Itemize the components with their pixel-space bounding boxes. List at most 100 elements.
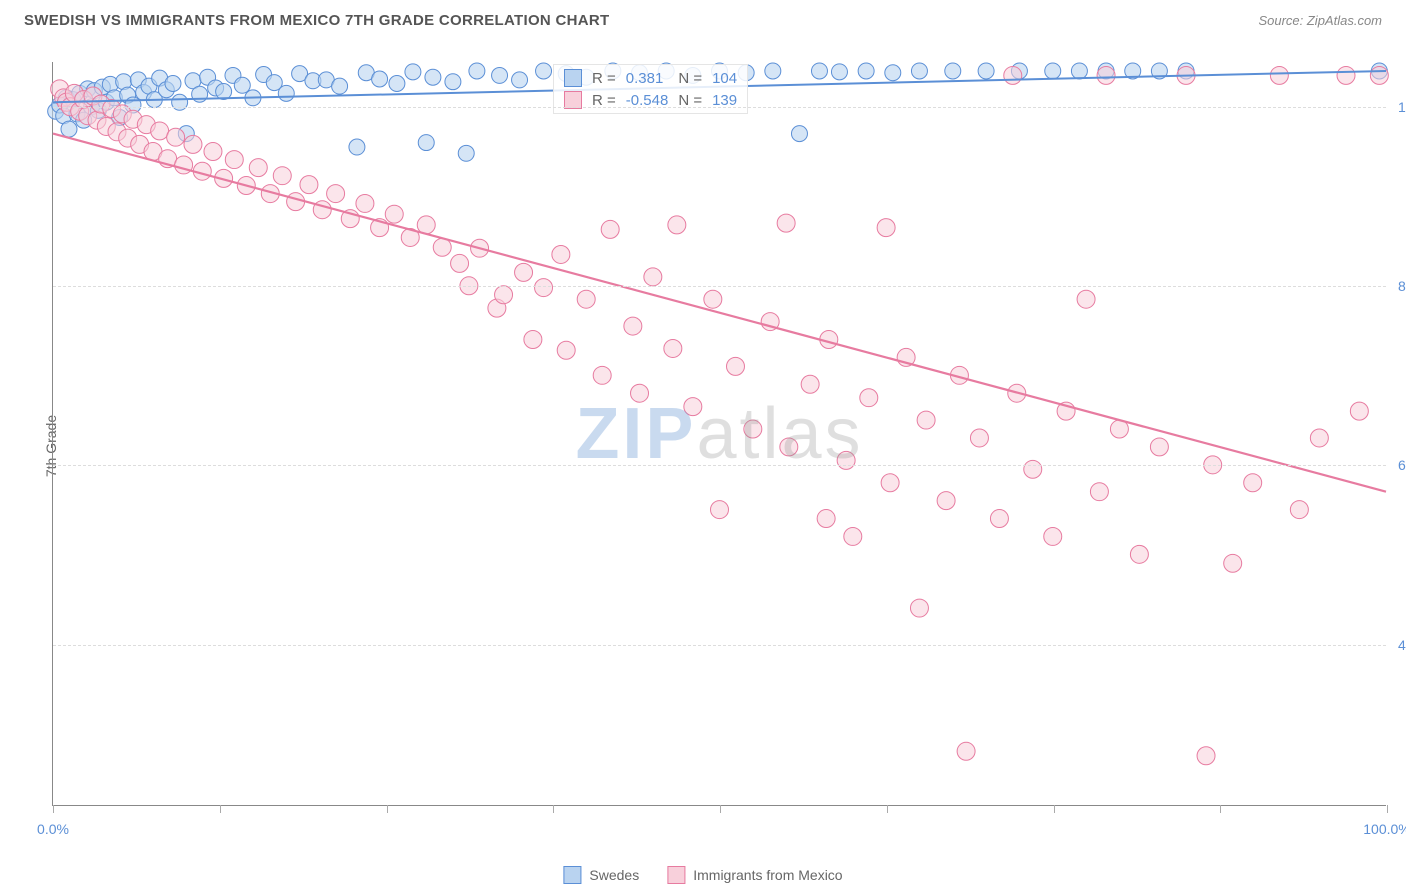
data-point-mexico [433, 238, 451, 256]
data-point-swedes [418, 135, 434, 151]
data-point-mexico [249, 159, 267, 177]
data-point-mexico [664, 339, 682, 357]
legend-item-swedes: Swedes [563, 866, 639, 884]
data-point-mexico [937, 492, 955, 510]
data-point-mexico [1224, 554, 1242, 572]
gridline [53, 107, 1386, 108]
x-tick-label: 100.0% [1363, 821, 1406, 837]
data-point-swedes [372, 71, 388, 87]
chart-area: ZIPatlas R =0.381N =104R =-0.548N =139 4… [52, 62, 1386, 806]
data-point-mexico [1150, 438, 1168, 456]
data-point-swedes [492, 67, 508, 83]
data-point-mexico [593, 366, 611, 384]
data-point-mexico [451, 254, 469, 272]
title-bar: SWEDISH VS IMMIGRANTS FROM MEXICO 7TH GR… [0, 0, 1406, 37]
x-tick [1220, 805, 1221, 813]
data-point-mexico [204, 143, 222, 161]
data-point-mexico [1370, 66, 1388, 84]
data-point-mexico [624, 317, 642, 335]
x-tick [1387, 805, 1388, 813]
data-point-swedes [831, 64, 847, 80]
scatter-plot [53, 62, 1386, 805]
data-point-swedes [445, 74, 461, 90]
data-point-mexico [877, 219, 895, 237]
data-point-swedes [349, 139, 365, 155]
data-point-mexico [780, 438, 798, 456]
data-point-mexico [1044, 527, 1062, 545]
data-point-swedes [389, 75, 405, 91]
data-point-mexico [970, 429, 988, 447]
legend-label-swedes: Swedes [589, 867, 639, 883]
data-point-mexico [535, 279, 553, 297]
data-point-mexico [385, 205, 403, 223]
data-point-swedes [978, 63, 994, 79]
data-point-swedes [858, 63, 874, 79]
x-tick-label: 0.0% [37, 821, 69, 837]
data-point-mexico [644, 268, 662, 286]
data-point-mexico [631, 384, 649, 402]
data-point-mexico [1197, 747, 1215, 765]
data-point-swedes [512, 72, 528, 88]
data-point-mexico [1290, 501, 1308, 519]
data-point-mexico [552, 245, 570, 263]
data-point-mexico [1024, 460, 1042, 478]
y-tick-label: 60.0% [1398, 457, 1406, 473]
data-point-swedes [216, 84, 232, 100]
data-point-mexico [1097, 66, 1115, 84]
stat-swatch-swedes [564, 69, 582, 87]
data-point-mexico [817, 510, 835, 528]
legend-label-mexico: Immigrants from Mexico [693, 867, 842, 883]
data-point-mexico [727, 357, 745, 375]
data-point-mexico [1310, 429, 1328, 447]
data-point-swedes [172, 94, 188, 110]
data-point-mexico [167, 128, 185, 146]
data-point-mexico [495, 286, 513, 304]
data-point-swedes [945, 63, 961, 79]
data-point-mexico [777, 214, 795, 232]
data-point-mexico [1130, 545, 1148, 563]
data-point-mexico [801, 375, 819, 393]
data-point-mexico [1090, 483, 1108, 501]
data-point-mexico [1270, 66, 1288, 84]
data-point-mexico [917, 411, 935, 429]
data-point-swedes [458, 145, 474, 161]
data-point-mexico [711, 501, 729, 519]
data-point-mexico [273, 167, 291, 185]
stat-r-label: R = [592, 70, 616, 87]
data-point-swedes [536, 63, 552, 79]
data-point-swedes [278, 85, 294, 101]
data-point-mexico [327, 185, 345, 203]
gridline [53, 465, 1386, 466]
stat-n-value-swedes: 104 [712, 70, 737, 87]
data-point-mexico [225, 151, 243, 169]
legend-item-mexico: Immigrants from Mexico [667, 866, 842, 884]
data-point-swedes [469, 63, 485, 79]
x-tick [1054, 805, 1055, 813]
data-point-swedes [1045, 63, 1061, 79]
y-tick-label: 100.0% [1398, 99, 1406, 115]
data-point-mexico [1244, 474, 1262, 492]
data-point-swedes [234, 77, 250, 93]
x-tick [387, 805, 388, 813]
data-point-mexico [744, 420, 762, 438]
data-point-mexico [990, 510, 1008, 528]
data-point-swedes [332, 78, 348, 94]
data-point-swedes [405, 64, 421, 80]
data-point-swedes [765, 63, 781, 79]
data-point-swedes [911, 63, 927, 79]
data-point-swedes [61, 121, 77, 137]
data-point-swedes [165, 75, 181, 91]
y-tick-label: 40.0% [1398, 637, 1406, 653]
gridline [53, 286, 1386, 287]
data-point-mexico [1337, 66, 1355, 84]
x-tick [887, 805, 888, 813]
chart-title: SWEDISH VS IMMIGRANTS FROM MEXICO 7TH GR… [24, 12, 610, 29]
data-point-mexico [668, 216, 686, 234]
y-tick-label: 80.0% [1398, 278, 1406, 294]
data-point-swedes [791, 126, 807, 142]
stat-r-value-swedes: 0.381 [626, 70, 669, 87]
data-point-swedes [885, 65, 901, 81]
data-point-mexico [184, 135, 202, 153]
data-point-mexico [1004, 66, 1022, 84]
trend-line-mexico [53, 134, 1386, 492]
